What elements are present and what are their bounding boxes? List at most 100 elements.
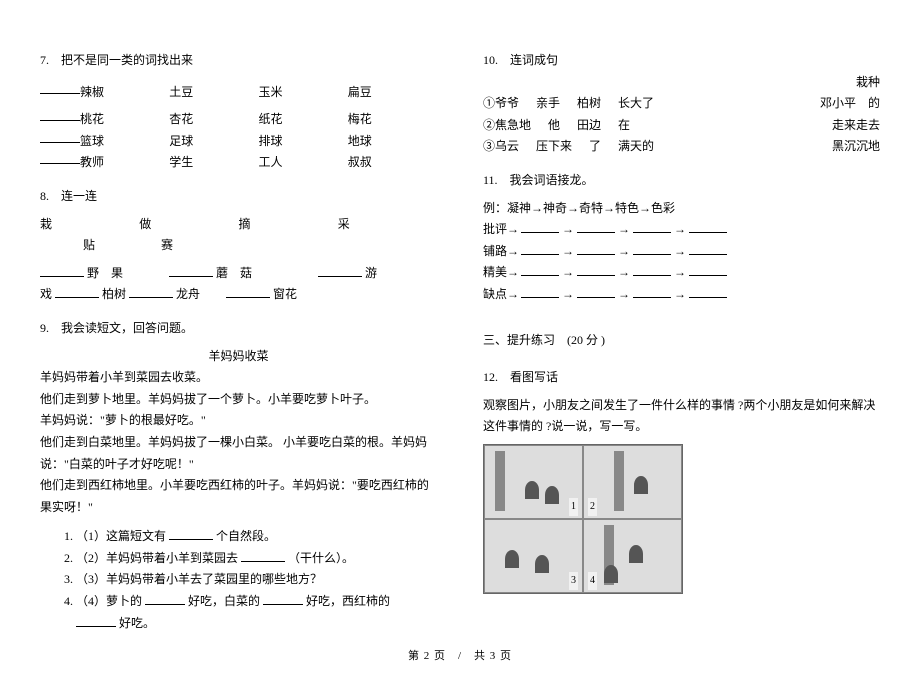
q8-blank[interactable]	[169, 265, 213, 277]
question-11: 11. 我会词语接龙。 例：凝神→神奇→奇特→特色→色彩 批评→ → → → 铺…	[483, 170, 880, 306]
q11-blank[interactable]	[633, 286, 671, 298]
q9-story-title: 羊妈妈收菜	[40, 346, 437, 368]
q11-example: 例：凝神→神奇→奇特→特色→色彩	[483, 198, 880, 220]
q9-li-1: （1）这篇短文有 个自然段。	[76, 526, 437, 548]
q7-word: 杏花	[169, 109, 258, 131]
q7-word: 地球	[348, 131, 437, 153]
q7-word: 扁豆	[348, 82, 437, 104]
q9-blank[interactable]	[169, 528, 213, 540]
q7-blank[interactable]	[40, 82, 80, 94]
q9-p2: 他们走到萝卜地里。羊妈妈拔了一个萝卜。小羊要吃萝卜叶子。	[40, 389, 437, 411]
q11-blank[interactable]	[577, 243, 615, 255]
q8-blank[interactable]	[40, 265, 84, 277]
q7-word: 篮球	[80, 131, 169, 153]
q8-blank[interactable]	[226, 286, 270, 298]
q11-blank[interactable]	[521, 221, 559, 233]
q8-word: 野 果	[87, 266, 123, 280]
q7-word: 辣椒	[80, 82, 169, 104]
q11-chain-4: 缺点→ → → →	[483, 284, 880, 306]
q11-blank[interactable]	[521, 264, 559, 276]
section-3-title: 三、提升练习 (20 分 )	[483, 330, 880, 352]
q7-word: 学生	[169, 152, 258, 174]
q7-blank[interactable]	[40, 109, 80, 121]
q8-word: 贴	[83, 238, 95, 252]
q7-word: 叔叔	[348, 152, 437, 174]
question-7: 7. 把不是同一类的词找出来 辣椒 土豆 玉米 扁豆 桃花 杏花 纸花 梅花 篮…	[40, 50, 437, 174]
q12-title: 12. 看图写话	[483, 367, 880, 389]
q8-row-2: 贴 赛	[40, 235, 437, 257]
q8-word: 游	[365, 266, 377, 280]
q8-word: 摘	[239, 214, 338, 236]
q7-word: 排球	[259, 131, 348, 153]
q10-row-1: ①爷爷 亲手 柏树 长大了 邓小平 的	[483, 93, 880, 115]
q11-chain-2: 铺路→ → → →	[483, 241, 880, 263]
q8-row-4: 戏 柏树 龙舟 窗花	[40, 284, 437, 306]
q9-blank[interactable]	[263, 593, 303, 605]
q10-row-3: ③乌云 压下来 了 满天的 黑沉沉地	[483, 136, 880, 158]
q11-blank[interactable]	[689, 264, 727, 276]
q11-blank[interactable]	[633, 221, 671, 233]
question-12: 12. 看图写话 观察图片，小朋友之间发生了一件什么样的事情 ?两个小朋友是如何…	[483, 367, 880, 594]
q7-row-2: 桃花 杏花 纸花 梅花	[40, 109, 437, 131]
q8-word: 采	[338, 214, 437, 236]
q8-word: 戏	[40, 287, 52, 301]
q7-word: 工人	[259, 152, 348, 174]
q8-title: 8. 连一连	[40, 186, 437, 208]
q8-blank[interactable]	[318, 265, 362, 277]
q7-title: 7. 把不是同一类的词找出来	[40, 50, 437, 72]
q12-prompt: 观察图片，小朋友之间发生了一件什么样的事情 ?两个小朋友是如何来解决这件事情的 …	[483, 395, 880, 438]
q7-word: 梅花	[348, 109, 437, 131]
q8-row-3: 野 果 蘑 菇 游	[40, 263, 437, 285]
q8-word: 柏树	[102, 287, 126, 301]
q10-top-right: 栽种	[483, 72, 880, 94]
q9-li-3: （3）羊妈妈带着小羊去了菜园里的哪些地方？	[76, 569, 437, 591]
q12-picture: 1 2 3 4	[483, 444, 683, 594]
q10-title: 10. 连词成句	[483, 50, 880, 72]
q8-word: 蘑 菇	[216, 266, 252, 280]
q7-word: 纸花	[259, 109, 348, 131]
q11-blank[interactable]	[577, 286, 615, 298]
q11-title: 11. 我会词语接龙。	[483, 170, 880, 192]
q7-blank[interactable]	[40, 152, 80, 164]
q7-word: 土豆	[169, 82, 258, 104]
q9-title: 9. 我会读短文，回答问题。	[40, 318, 437, 340]
q12-panel-1: 1	[484, 445, 583, 519]
q9-blank[interactable]	[76, 615, 116, 627]
q11-blank[interactable]	[633, 264, 671, 276]
q11-blank[interactable]	[521, 243, 559, 255]
q7-word: 教师	[80, 152, 169, 174]
q11-blank[interactable]	[689, 221, 727, 233]
q7-word: 足球	[169, 131, 258, 153]
q8-blank[interactable]	[129, 286, 173, 298]
q7-row-1: 辣椒 土豆 玉米 扁豆	[40, 82, 437, 104]
q9-p3: 羊妈妈说："萝卜的根最好吃。"	[40, 410, 437, 432]
q8-word: 窗花	[273, 287, 297, 301]
q7-row-4: 教师 学生 工人 叔叔	[40, 152, 437, 174]
q11-blank[interactable]	[577, 221, 615, 233]
q11-chain-3: 精美→ → → →	[483, 262, 880, 284]
q12-panel-2: 2	[583, 445, 682, 519]
q7-word: 玉米	[259, 82, 348, 104]
q12-panel-4: 4	[583, 519, 682, 593]
q7-word: 桃花	[80, 109, 169, 131]
q11-blank[interactable]	[689, 243, 727, 255]
q8-word: 龙舟	[176, 287, 200, 301]
q9-li-2: （2）羊妈妈带着小羊到菜园去 （干什么）。	[76, 548, 437, 570]
page-footer: 第 2 页 / 共 3 页	[0, 647, 920, 663]
q8-row-1: 栽 做 摘 采	[40, 214, 437, 236]
q11-blank[interactable]	[633, 243, 671, 255]
q9-p5: 他们走到西红柿地里。小羊要吃西红柿的叶子。羊妈妈说："要吃西红柿的果实呀！"	[40, 475, 437, 518]
question-9: 9. 我会读短文，回答问题。 羊妈妈收菜 羊妈妈带着小羊到菜园去收菜。 他们走到…	[40, 318, 437, 634]
q7-blank[interactable]	[40, 131, 80, 143]
question-10: 10. 连词成句 栽种 ①爷爷 亲手 柏树 长大了 邓小平 的 ②焦急地 他 田…	[483, 50, 880, 158]
right-column: 10. 连词成句 栽种 ①爷爷 亲手 柏树 长大了 邓小平 的 ②焦急地 他 田…	[477, 50, 880, 630]
q9-blank[interactable]	[241, 550, 285, 562]
q8-word: 赛	[161, 238, 173, 252]
q9-blank[interactable]	[145, 593, 185, 605]
q8-word: 栽	[40, 214, 139, 236]
page-content: 7. 把不是同一类的词找出来 辣椒 土豆 玉米 扁豆 桃花 杏花 纸花 梅花 篮…	[40, 50, 880, 630]
q11-blank[interactable]	[689, 286, 727, 298]
q8-blank[interactable]	[55, 286, 99, 298]
q11-blank[interactable]	[577, 264, 615, 276]
q11-blank[interactable]	[521, 286, 559, 298]
